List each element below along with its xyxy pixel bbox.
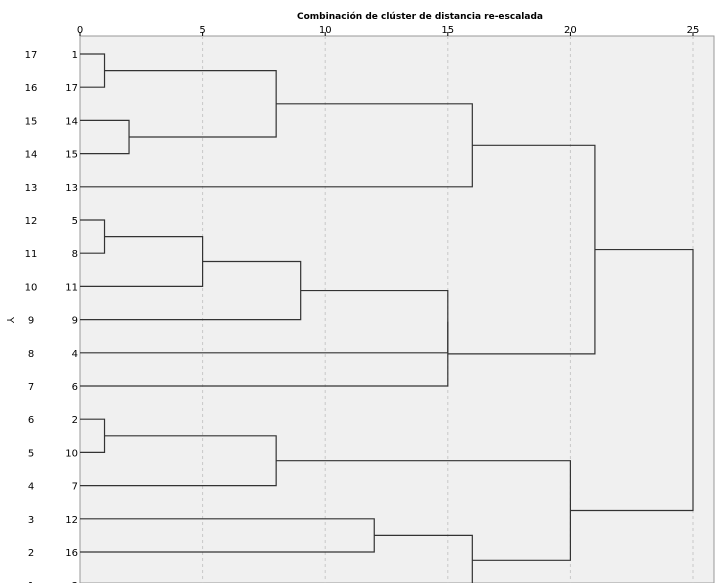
row-case-label: 12 <box>65 515 78 526</box>
row-case-label: 6 <box>72 382 78 393</box>
row-case-label: 1 <box>72 50 78 61</box>
dendrogram-links <box>80 53 694 583</box>
x-tick-label-0: 0 <box>77 25 83 36</box>
row-case-label: 13 <box>65 183 78 194</box>
row-position-label: 2 <box>28 548 34 559</box>
row-case-label: 11 <box>65 282 78 293</box>
row-position-label: 11 <box>25 249 38 260</box>
x-tick-label-5: 5 <box>199 25 205 36</box>
merge-link-Q <box>570 248 694 512</box>
row-position-label: 9 <box>28 316 34 327</box>
row-position-label: 14 <box>25 150 38 161</box>
x-tick-label-25: 25 <box>687 25 700 36</box>
row-position-label: 16 <box>25 83 38 94</box>
grid-lines <box>202 36 694 583</box>
chart-title: Combinación de clúster de distancia re-e… <box>297 11 543 22</box>
row-case-label: 2 <box>72 415 78 426</box>
row-position-label: 13 <box>25 183 38 194</box>
row-position-label: 5 <box>28 448 34 459</box>
row-position-label: 6 <box>28 415 34 426</box>
row-case-label: 8 <box>72 249 78 260</box>
x-tick-label-20: 20 <box>564 25 577 36</box>
row-case-label: 14 <box>65 116 78 127</box>
row-case-label: 9 <box>72 316 78 327</box>
row-position-label: 4 <box>28 482 34 493</box>
y-axis-label: Y <box>4 316 15 324</box>
row-case-label: 16 <box>65 548 78 559</box>
row-position-label: 17 <box>25 50 38 61</box>
row-case-label: 17 <box>65 83 78 94</box>
row-case-label: 3 <box>72 581 78 583</box>
row-position-label: 7 <box>28 382 34 393</box>
x-tick-label-15: 15 <box>441 25 454 36</box>
row-position-label: 10 <box>25 282 38 293</box>
row-position-label: 8 <box>28 349 34 360</box>
row-case-label: 4 <box>72 349 78 360</box>
row-position-label: 15 <box>25 116 38 127</box>
row-position-label: 3 <box>28 515 34 526</box>
merge-link-I <box>80 321 449 387</box>
row-case-label: 10 <box>65 448 78 459</box>
plot-area <box>79 35 715 583</box>
row-position-label: 12 <box>25 216 38 227</box>
x-axis-ticks: 0 5 10 15 20 25 <box>77 25 700 36</box>
x-tick-label-10: 10 <box>319 25 332 36</box>
row-position-label: 1 <box>28 581 34 583</box>
row-case-label: 15 <box>65 150 78 161</box>
row-case-label: 7 <box>72 482 78 493</box>
row-case-label: 5 <box>72 216 78 227</box>
